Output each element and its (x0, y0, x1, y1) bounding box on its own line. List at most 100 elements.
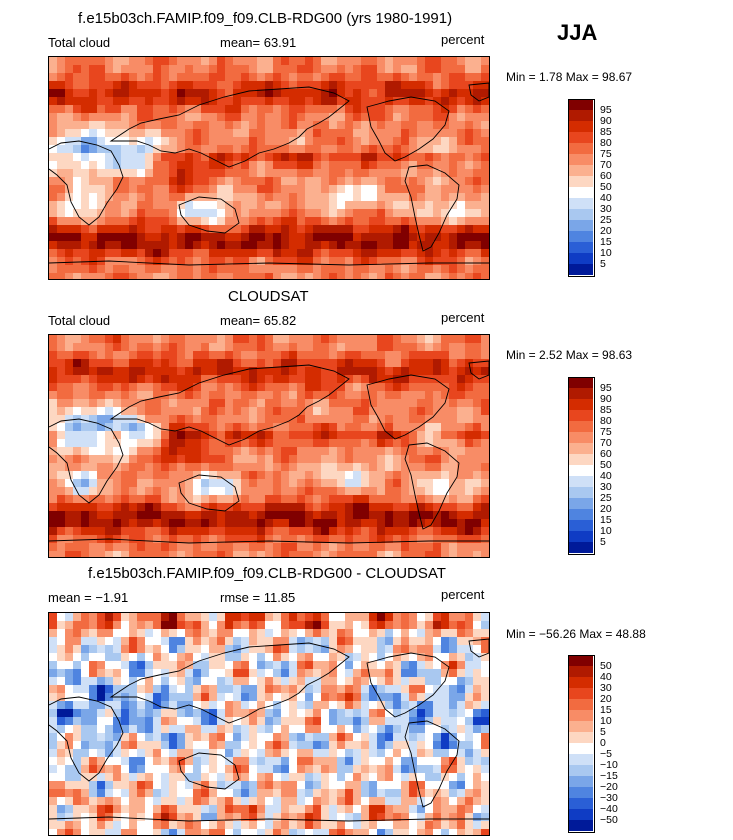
field-cell (337, 789, 346, 798)
field-cell (353, 677, 362, 686)
field-cell (169, 821, 178, 830)
field-cell (377, 359, 386, 368)
field-cell (337, 455, 346, 464)
field-cell (177, 65, 186, 74)
field-cell (233, 463, 242, 472)
field-cell (433, 661, 442, 670)
field-cell (369, 677, 378, 686)
coastline (468, 360, 489, 380)
field-cell (121, 749, 130, 758)
field-cell (281, 733, 290, 742)
field-cell (81, 519, 90, 528)
field-cell (465, 653, 474, 662)
field-cell (393, 717, 402, 726)
field-cell (81, 543, 90, 552)
field-cell (473, 495, 482, 504)
field-cell (457, 359, 466, 368)
field-cell (369, 145, 378, 154)
field-cell (225, 169, 234, 178)
field-cell (177, 479, 186, 488)
field-cell (201, 177, 210, 186)
field-cell (161, 225, 170, 234)
colorbar-tick-label: 40 (600, 192, 612, 204)
field-cell (409, 57, 418, 66)
field-cell (377, 637, 386, 646)
field-cell (73, 57, 82, 66)
field-cell (265, 153, 274, 162)
field-cell (401, 233, 410, 242)
field-cell (289, 375, 298, 384)
field-cell (145, 741, 154, 750)
field-cell (217, 645, 226, 654)
field-cell (353, 741, 362, 750)
field-cell (105, 431, 114, 440)
field-cell (65, 725, 74, 734)
field-cell (89, 693, 98, 702)
field-cell (161, 447, 170, 456)
field-cell (297, 161, 306, 170)
field-cell (353, 249, 362, 258)
field-cell (113, 249, 122, 258)
colorbar-swatch (568, 377, 593, 388)
field-cell (345, 479, 354, 488)
field-cell (289, 757, 298, 766)
field-cell (113, 97, 122, 106)
field-cell (321, 407, 330, 416)
field-cell (217, 685, 226, 694)
field-cell (121, 821, 130, 830)
field-cell (65, 201, 74, 210)
field-cell (97, 113, 106, 122)
field-cell (81, 81, 90, 90)
field-cell (201, 233, 210, 242)
field-cell (401, 463, 410, 472)
field-cell (105, 351, 114, 360)
field-cell (393, 813, 402, 822)
field-cell (57, 543, 66, 552)
field-cell (97, 471, 106, 480)
field-cell (297, 249, 306, 258)
field-cell (73, 145, 82, 154)
field-cell (481, 645, 489, 654)
field-cell (137, 249, 146, 258)
field-cell (209, 551, 218, 557)
field-cell (201, 153, 210, 162)
field-cell (169, 73, 178, 82)
field-cell (161, 829, 170, 835)
field-cell (209, 153, 218, 162)
field-cell (281, 773, 290, 782)
field-cell (145, 81, 154, 90)
field-cell (249, 73, 258, 82)
field-cell (385, 367, 394, 376)
field-cell (201, 375, 210, 384)
field-cell (233, 805, 242, 814)
field-cell (385, 383, 394, 392)
field-cell (417, 343, 426, 352)
field-cell (321, 233, 330, 242)
field-cell (441, 375, 450, 384)
field-cell (457, 479, 466, 488)
field-cell (409, 105, 418, 114)
field-cell (73, 359, 82, 368)
field-cell (81, 217, 90, 226)
field-cell (169, 249, 178, 258)
field-cell (249, 733, 258, 742)
field-cell (345, 829, 354, 835)
field-cell (457, 551, 466, 557)
field-cell (113, 797, 122, 806)
field-cell (201, 105, 210, 114)
field-cell (161, 265, 170, 274)
field-cell (193, 645, 202, 654)
colorbar-swatch (568, 465, 593, 476)
field-cell (65, 57, 74, 66)
field-cell (201, 717, 210, 726)
field-cell (313, 725, 322, 734)
field-cell (81, 129, 90, 138)
field-cell (361, 677, 370, 686)
field-cell (177, 129, 186, 138)
field-cell (233, 781, 242, 790)
field-cell (97, 89, 106, 98)
field-cell (177, 661, 186, 670)
field-cell (481, 629, 489, 638)
field-cell (409, 637, 418, 646)
field-cell (153, 105, 162, 114)
